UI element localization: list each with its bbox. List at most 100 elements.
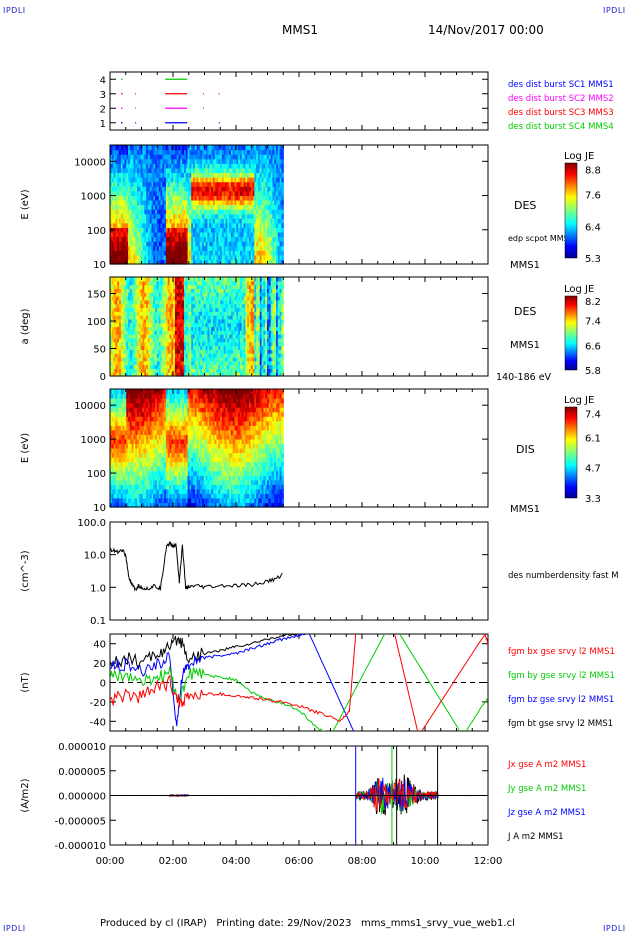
des-energy-spectrogram-cell [117,250,120,256]
des-pitch-spectrogram-cell [243,307,246,312]
des-energy-spectrogram-cell [265,167,268,174]
des-pitch-spectrogram-cell [200,345,203,350]
des-energy-spectrogram-cell [146,145,149,151]
des-pitch-spectrogram-cell [248,280,252,286]
des-energy-spectrogram-cell [113,149,117,155]
des-pitch-spectrogram-cell [173,284,176,290]
des-energy-spectrogram-cell [176,199,180,206]
des-pitch-spectrogram-cell [187,299,191,305]
des-pitch-spectrogram-cell [160,345,163,350]
des-energy-spectrogram-cell [241,231,245,238]
des-pitch-spectrogram-cell [173,315,176,320]
des-pitch-spectrogram-cell [234,349,237,354]
des-pitch-spectrogram-cell [239,337,243,343]
des-energy-spectrogram-cell [196,172,200,178]
des-pitch-spectrogram-cell [115,341,118,347]
des-energy-spectrogram-cell [122,259,126,265]
des-energy-spectrogram-cell [144,236,147,242]
des-energy-spectrogram-cell [160,199,163,206]
des-energy-spectrogram-cell [151,190,154,196]
des-energy-spectrogram-cell [245,181,248,187]
des-energy-spectrogram-cell [259,227,263,233]
des-pitch-spectrogram-cell [236,337,239,343]
des-pitch-spectrogram-cell [239,296,243,301]
des-pitch-spectrogram-cell [232,372,236,377]
des-pitch-spectrogram-cell [191,277,194,282]
des-energy-spectrogram-cell [193,259,196,265]
des-energy-spectrogram-cell [207,222,210,228]
des-pitch-spectrogram-cell [133,299,136,305]
des-energy-spectrogram-cell [137,172,140,178]
des-pitch-spectrogram-cell [243,315,246,320]
des-energy-spectrogram-cell [279,250,283,256]
des-energy-axis-label: E (eV) [20,189,31,219]
des-pitch-spectrogram-cell [212,356,216,362]
des-energy-spectrogram-cell [140,204,144,210]
des-pitch-spectrogram-cell [230,307,234,312]
des-energy-spectrogram-cell [272,172,275,178]
des-energy-spectrogram-cell [261,190,264,196]
des-pitch-spectrogram-cell [160,337,163,343]
des-pitch-spectrogram-cell [198,318,201,324]
des-pitch-spectrogram-cell [239,280,243,286]
des-pitch-spectrogram-cell [205,284,209,290]
des-energy-spectrogram-cell [147,250,151,256]
des-pitch-spectrogram-cell [158,311,162,316]
des-energy-spectrogram-cell [230,177,234,183]
des-energy-spectrogram-cell [236,158,239,164]
des-energy-spectrogram-cell [142,186,145,192]
des-energy-colorbar-tick-label: 5.3 [585,254,601,265]
des-energy-spectrogram-cell [147,241,151,247]
des-energy-spectrogram-cell [164,163,167,169]
des-pitch-spectrogram-cell [162,341,165,347]
des-pitch-spectrogram-cell [169,334,172,339]
des-energy-spectrogram-cell [214,236,218,242]
des-pitch-spectrogram-cell [202,372,205,377]
des-pitch-spectrogram-cell [230,330,234,335]
des-pitch-spectrogram-cell [209,299,212,305]
des-energy-spectrogram-cell [131,190,135,196]
des-energy-spectrogram-cell [254,149,257,155]
des-energy-spectrogram-cell [267,204,270,210]
des-energy-spectrogram-cell [250,154,254,160]
des-energy-spectrogram-cell [115,186,118,192]
des-energy-spectrogram-cell [225,177,228,183]
des-energy-spectrogram-cell [238,250,241,256]
des-pitch-spectrogram-cell [174,330,178,335]
des-energy-spectrogram-cell [250,199,254,206]
des-energy-spectrogram-cell [122,245,126,251]
des-pitch-spectrogram-cell [191,315,194,320]
des-pitch-spectrogram-cell [191,296,194,301]
des-energy-spectrogram-cell [153,218,156,224]
des-pitch-spectrogram-cell [223,318,227,324]
des-pitch-spectrogram-cell [122,288,126,293]
des-energy-spectrogram-cell [147,227,151,233]
des-pitch-spectrogram-cell [218,288,221,293]
des-pitch-spectrogram-cell [259,288,263,293]
des-pitch-spectrogram-cell [174,303,178,309]
des-pitch-spectrogram-cell [257,360,261,366]
des-pitch-spectrogram-cell [265,296,268,301]
des-energy-spectrogram-cell [265,236,268,242]
des-energy-spectrogram-cell [137,177,140,183]
des-energy-spectrogram-cell [173,250,176,256]
des-energy-spectrogram-cell [122,227,126,233]
des-pitch-spectrogram-cell [122,296,126,301]
des-energy-spectrogram-cell [169,158,172,164]
des-pitch-spectrogram-cell [202,280,205,286]
des-energy-spectrogram-cell [272,163,275,169]
des-pitch-spectrogram-cell [256,345,259,350]
des-energy-spectrogram-cell [158,222,162,228]
des-energy-spectrogram-cell [202,195,205,201]
des-energy-spectrogram-cell [155,227,158,233]
des-energy-spectrogram-cell [128,204,131,210]
des-energy-spectrogram-cell [225,149,228,155]
des-pitch-spectrogram-cell [234,368,237,373]
des-pitch-spectrogram-cell [189,284,192,290]
des-energy-spectrogram-cell [110,177,113,183]
des-pitch-spectrogram-cell [254,299,257,305]
des-pitch-spectrogram-cell [221,349,225,354]
des-pitch-spectrogram-cell [174,368,178,373]
des-energy-spectrogram-cell [243,145,246,151]
des-pitch-spectrogram-cell [144,368,147,373]
